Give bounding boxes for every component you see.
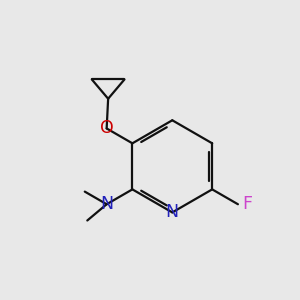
Text: O: O — [100, 119, 113, 137]
Text: F: F — [242, 195, 252, 213]
Text: N: N — [166, 203, 179, 221]
Text: N: N — [100, 195, 113, 213]
